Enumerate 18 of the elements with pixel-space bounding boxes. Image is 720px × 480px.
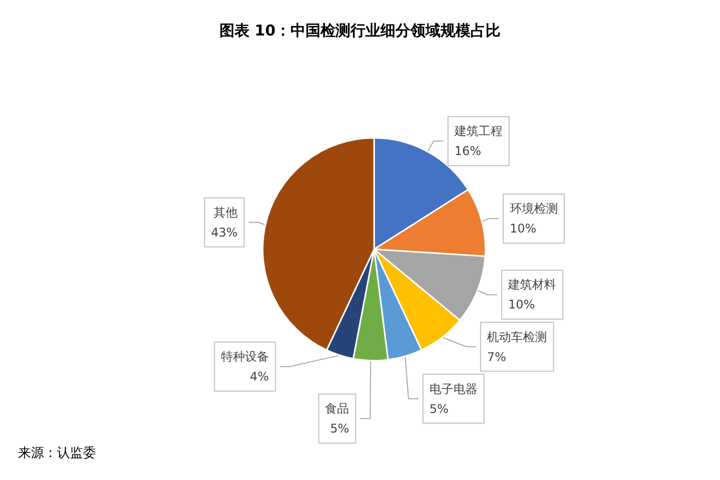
slice-label: 特种设备 [220, 350, 269, 364]
slice-label: 其他 [214, 205, 238, 220]
slice-label: 电子电器 [429, 382, 478, 396]
source-note: 来源：认监委 [18, 446, 96, 461]
chart-title: 图表 10：中国检测行业细分领域规模占比 [219, 22, 501, 40]
data-label: 43% [211, 225, 238, 240]
slice-label: 食品 [325, 402, 350, 416]
data-label: 10% [510, 222, 536, 236]
slice-label: 建筑材料 [507, 278, 556, 292]
slice-label: 环境检测 [510, 202, 558, 216]
data-label: 5% [429, 402, 449, 416]
slice-label: 建筑工程 [454, 124, 503, 138]
data-label: 7% [487, 350, 506, 364]
data-label: 4% [250, 370, 269, 384]
slice-label: 机动车检测 [487, 330, 548, 344]
data-label: 16% [454, 144, 482, 158]
data-label: 5% [330, 422, 350, 436]
data-label: 10% [508, 298, 535, 312]
